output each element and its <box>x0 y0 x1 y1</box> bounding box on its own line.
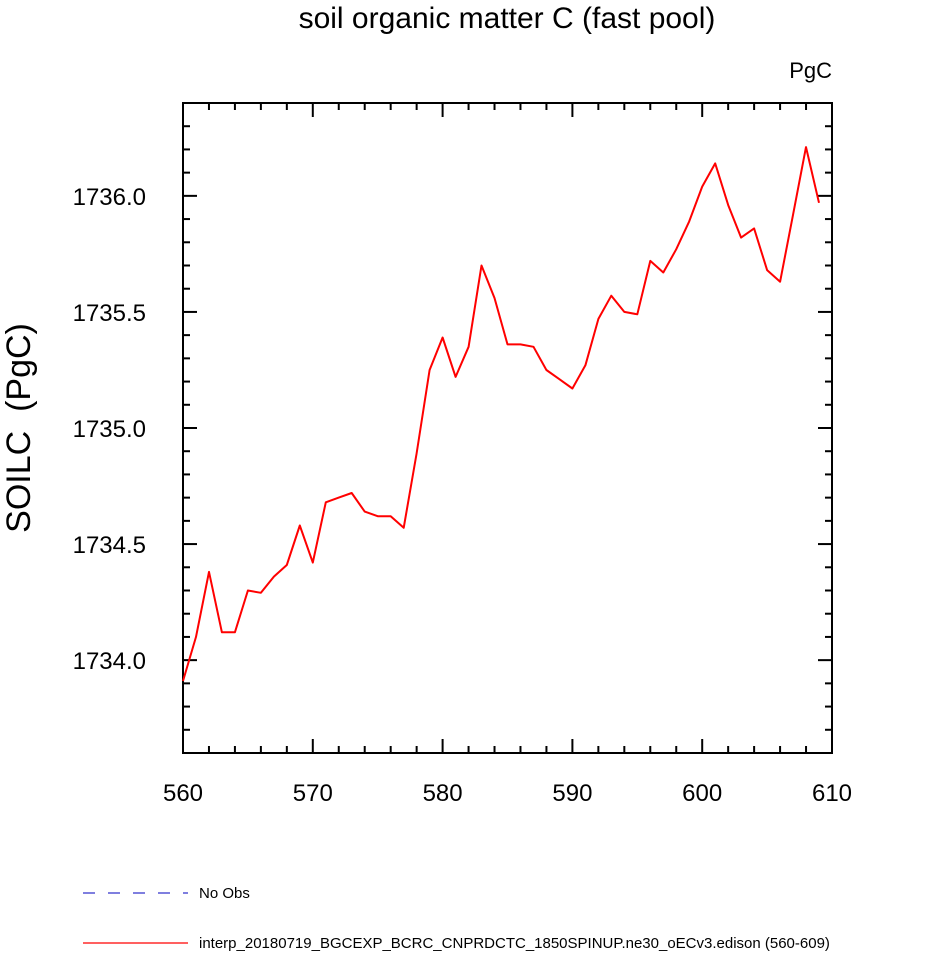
x-tick-label: 560 <box>163 780 203 807</box>
legend-label-0: No Obs <box>199 885 250 902</box>
y-tick-label: 1736.0 <box>73 184 146 211</box>
axis-ticks <box>182 102 833 754</box>
y-tick-label: 1735.0 <box>73 416 146 443</box>
y-tick-label: 1734.0 <box>73 648 146 675</box>
x-tick-label: 570 <box>293 780 333 807</box>
x-tick-label: 610 <box>812 780 852 807</box>
y-axis-label: SOILC (PgC) <box>0 323 38 533</box>
y-tick-label: 1734.5 <box>73 532 146 559</box>
y-tick-label: 1735.5 <box>73 300 146 327</box>
units-label: PgC <box>789 58 832 83</box>
legend: No Obs interp_20180719_BGCEXP_BCRC_CNPRDC… <box>83 885 830 952</box>
chart-title: soil organic matter C (fast pool) <box>299 2 716 35</box>
series-line-0 <box>182 146 820 682</box>
tick-labels: 560 570 580 590 600 610 1734.0 1734.5 1735.0 1735… <box>73 184 852 807</box>
x-tick-label: 600 <box>682 780 722 807</box>
series-layer <box>182 146 820 682</box>
x-tick-label: 580 <box>423 780 463 807</box>
x-tick-label: 590 <box>552 780 592 807</box>
legend-label-1: interp_20180719_BGCEXP_BCRC_CNPRDCTC_185… <box>199 935 830 952</box>
plot-frame <box>182 102 833 754</box>
